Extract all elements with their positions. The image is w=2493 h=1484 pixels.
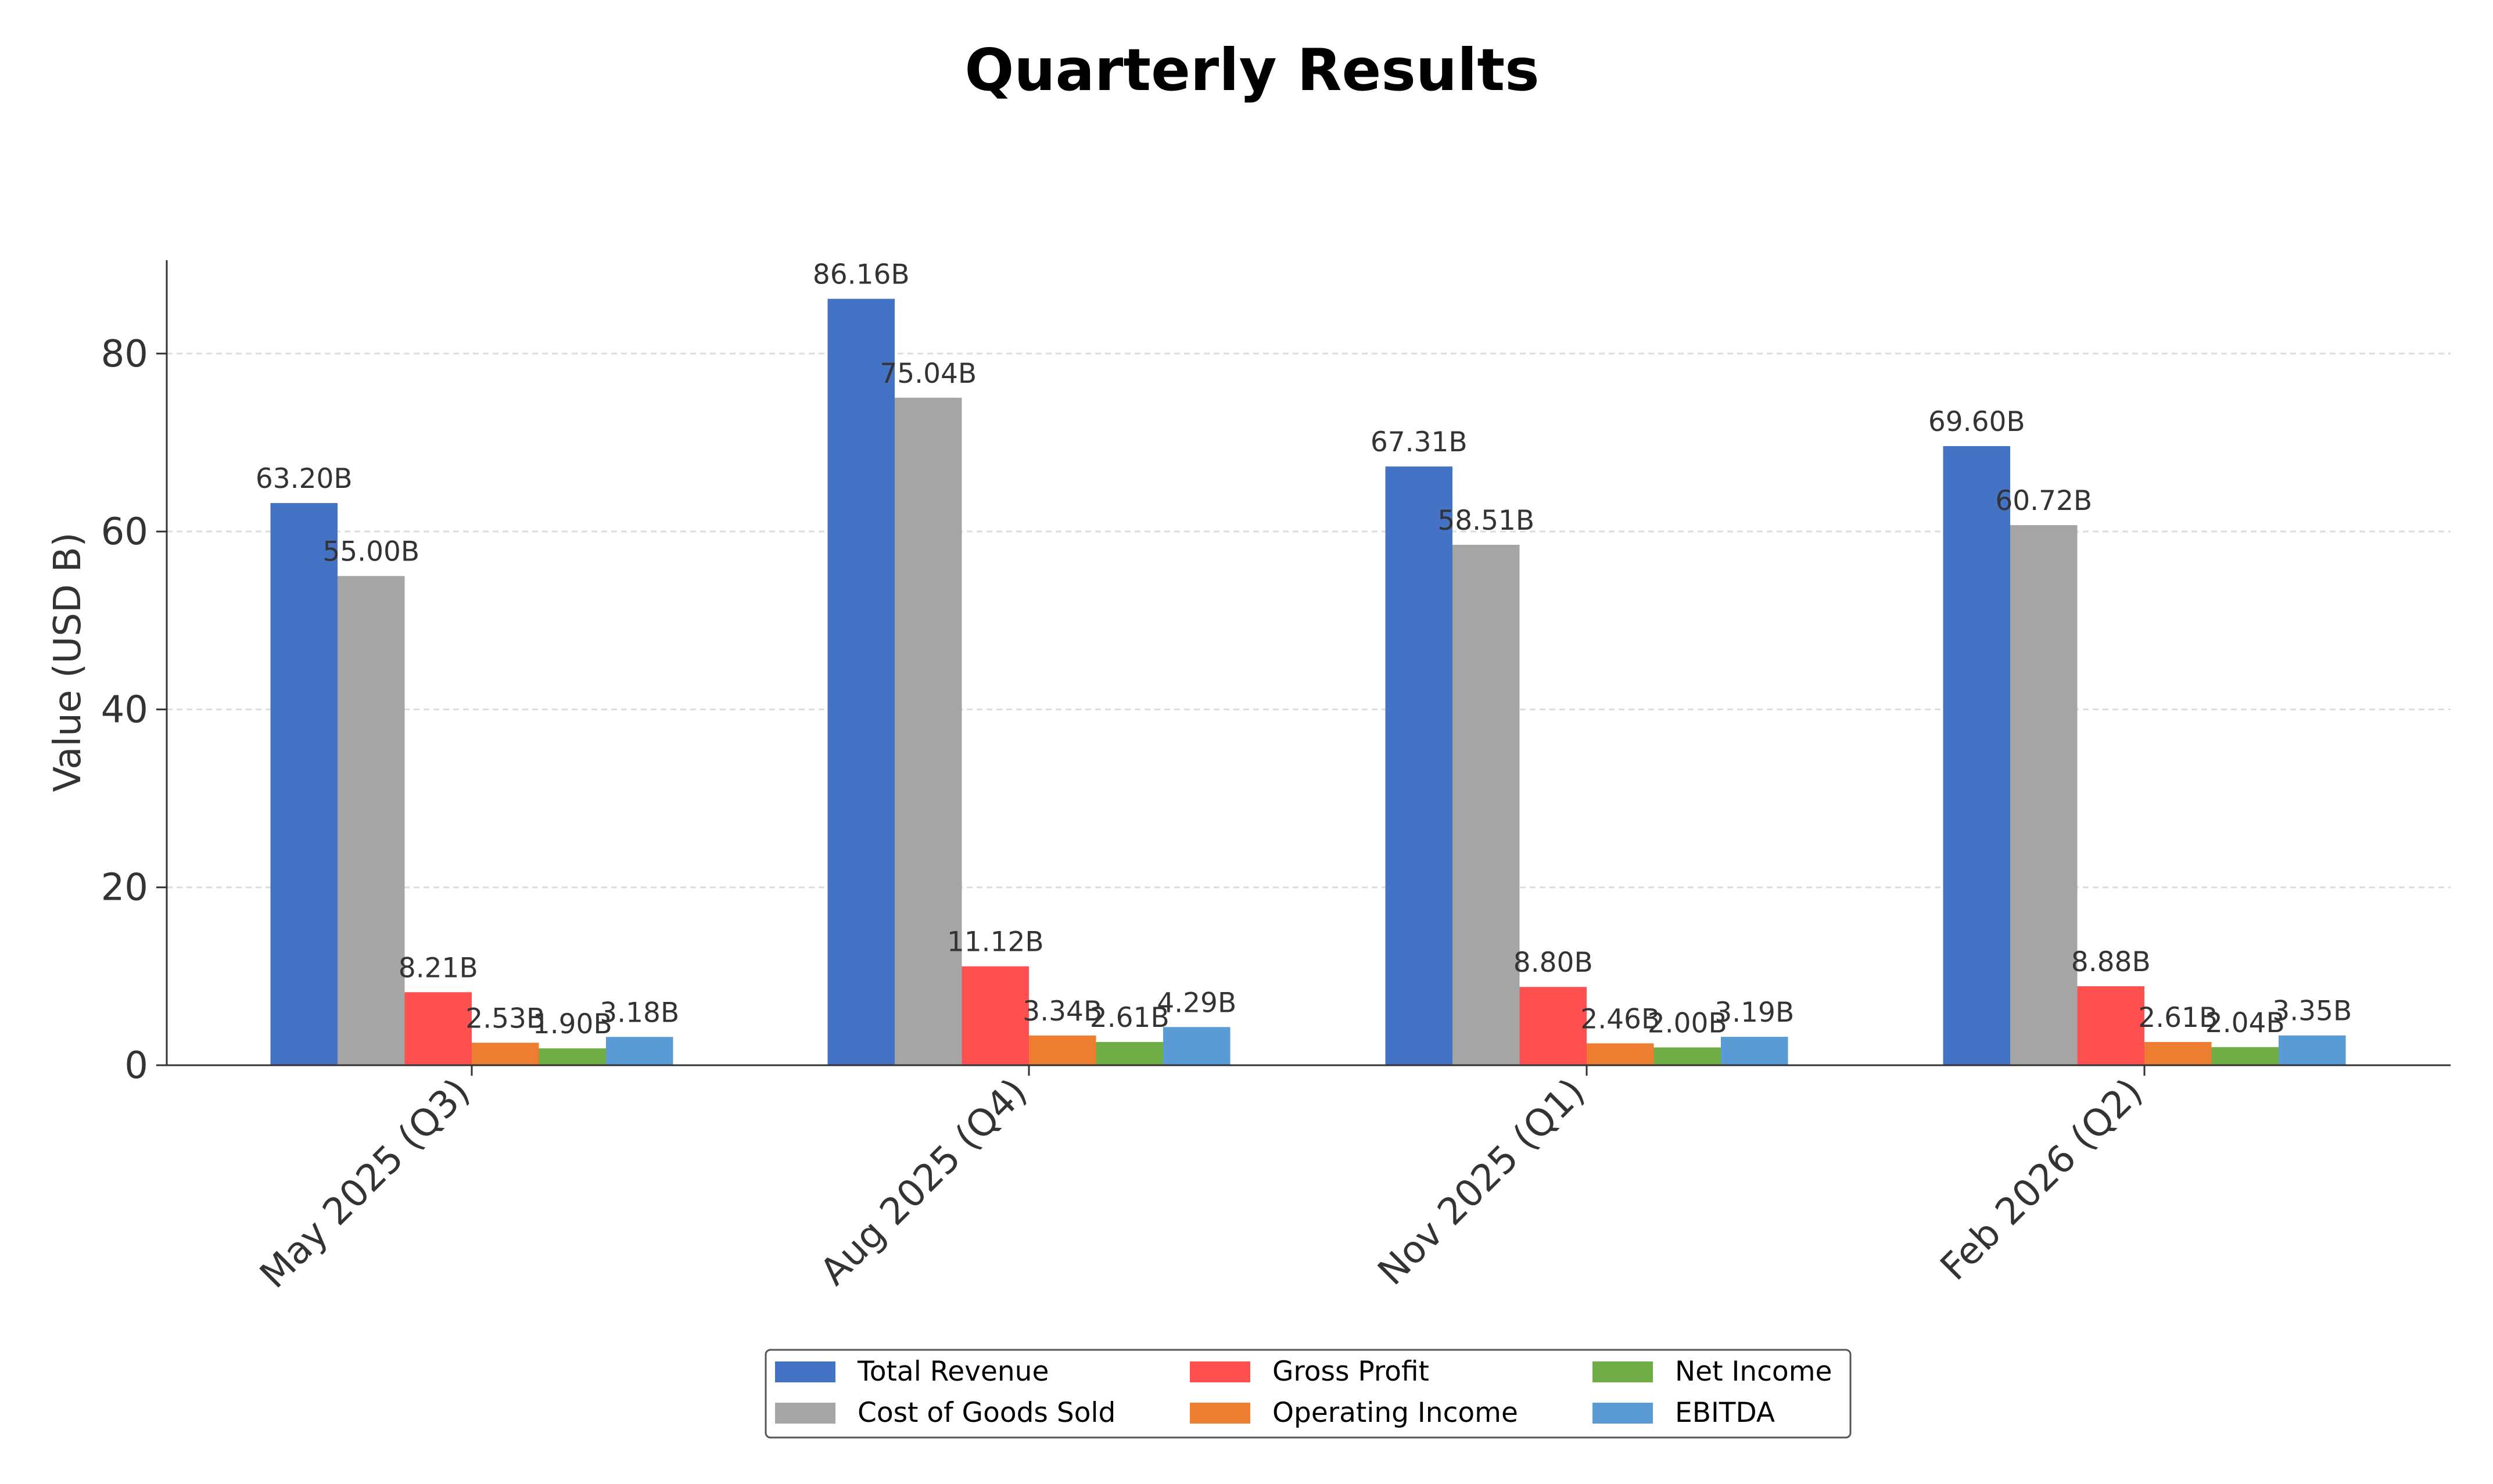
data-labels: 63.20B 86.16B 67.31B 69.60B 55.00B 75.04B 58.5…: [256, 258, 2352, 1040]
bar-operating-income: [472, 1043, 539, 1065]
data-label: 8.80B: [1513, 947, 1593, 979]
legend-frame: [765, 1349, 1852, 1439]
gridlines: [167, 353, 2451, 889]
bar-gross-profit: [1519, 987, 1587, 1065]
legend-swatch: [1190, 1361, 1250, 1382]
data-label: 67.31B: [1371, 426, 1468, 458]
legend: Total Revenue Cost of Goods Sold Gross Pro…: [765, 1349, 1852, 1439]
x-ticks: May 2025 (Q3) Aug 2025 (Q4) Nov 2025 (Q1) F…: [252, 1065, 2151, 1297]
bar-cost-of-goods-sold: [895, 397, 962, 1066]
x-tick-label: Nov 2025 (Q1): [1370, 1070, 1593, 1293]
data-label: 8.88B: [2071, 946, 2151, 978]
data-label: 3.34B: [1023, 996, 1102, 1027]
bar-total-revenue: [1385, 466, 1452, 1065]
bar-ebitda: [1721, 1037, 1788, 1065]
bar-total-revenue: [270, 503, 338, 1065]
bar-operating-income: [1029, 1035, 1096, 1065]
legend-label: Cost of Goods Sold: [858, 1397, 1115, 1429]
data-label: 2.53B: [465, 1002, 545, 1034]
legend-label: Operating Income: [1272, 1397, 1518, 1429]
chart-title: Quarterly Results: [964, 36, 1539, 104]
data-label: 3.35B: [2272, 996, 2352, 1027]
data-label: 11.12B: [947, 926, 1044, 958]
data-label: 2.61B: [2138, 1002, 2218, 1034]
bar-gross-profit: [962, 966, 1029, 1065]
legend-swatch: [1592, 1361, 1653, 1382]
data-label: 3.18B: [600, 997, 679, 1029]
y-axis-label: Value (USD B): [46, 532, 89, 792]
data-label: 58.51B: [1437, 505, 1534, 537]
data-label: 69.60B: [1928, 406, 2025, 438]
bar-operating-income: [2144, 1042, 2212, 1065]
bar-net-income: [1096, 1042, 1163, 1065]
legend-swatch: [1190, 1403, 1250, 1424]
y-tick-label: 20: [101, 867, 148, 910]
data-label: 2.00B: [1648, 1007, 1727, 1039]
data-label: 4.29B: [1157, 987, 1236, 1019]
bar-ebitda: [1163, 1027, 1231, 1065]
data-label: 8.21B: [399, 952, 478, 984]
bar-cost-of-goods-sold: [2010, 525, 2078, 1065]
y-tick-label: 80: [101, 333, 148, 376]
data-label: 55.00B: [322, 536, 419, 568]
axes: [166, 260, 2451, 1066]
legend-label: Total Revenue: [857, 1356, 1049, 1388]
bar-operating-income: [1587, 1043, 1654, 1065]
x-tick-label: Aug 2025 (Q4): [812, 1070, 1035, 1293]
x-tick-label: Feb 2026 (Q2): [1932, 1070, 2151, 1289]
data-label: 2.61B: [1090, 1002, 1170, 1034]
bar-total-revenue: [1943, 446, 2010, 1065]
legend-label: Net Income: [1675, 1356, 1832, 1388]
bar-net-income: [2211, 1047, 2279, 1065]
data-label: 60.72B: [1995, 485, 2092, 517]
bar-ebitda: [2279, 1035, 2346, 1065]
data-label: 86.16B: [813, 258, 910, 290]
data-label: 75.04B: [880, 358, 977, 390]
data-label: 3.19B: [1714, 997, 1794, 1029]
legend-label: EBITDA: [1675, 1397, 1775, 1429]
bars: [270, 299, 2346, 1066]
legend-swatch: [775, 1403, 835, 1424]
y-tick-label: 40: [101, 688, 148, 731]
x-tick-label: May 2025 (Q3): [252, 1070, 479, 1297]
y-ticks: 0 20 40 60 80: [101, 333, 167, 1087]
bar-cost-of-goods-sold: [338, 576, 405, 1065]
bar-ebitda: [606, 1037, 673, 1065]
bar-gross-profit: [2077, 986, 2144, 1065]
y-tick-label: 0: [124, 1044, 148, 1087]
legend-swatch: [775, 1361, 835, 1382]
bar-net-income: [1653, 1047, 1721, 1065]
data-label: 2.46B: [1580, 1003, 1660, 1035]
bar-gross-profit: [404, 992, 472, 1065]
data-label: 63.20B: [256, 463, 353, 495]
data-label: 1.90B: [533, 1008, 612, 1040]
bar-total-revenue: [827, 299, 895, 1065]
bar-cost-of-goods-sold: [1452, 544, 1520, 1065]
data-label: 2.04B: [2205, 1007, 2285, 1039]
y-tick-label: 60: [101, 511, 148, 554]
legend-swatch: [1592, 1403, 1653, 1424]
legend-label: Gross Profit: [1272, 1356, 1429, 1388]
bar-net-income: [539, 1048, 606, 1065]
